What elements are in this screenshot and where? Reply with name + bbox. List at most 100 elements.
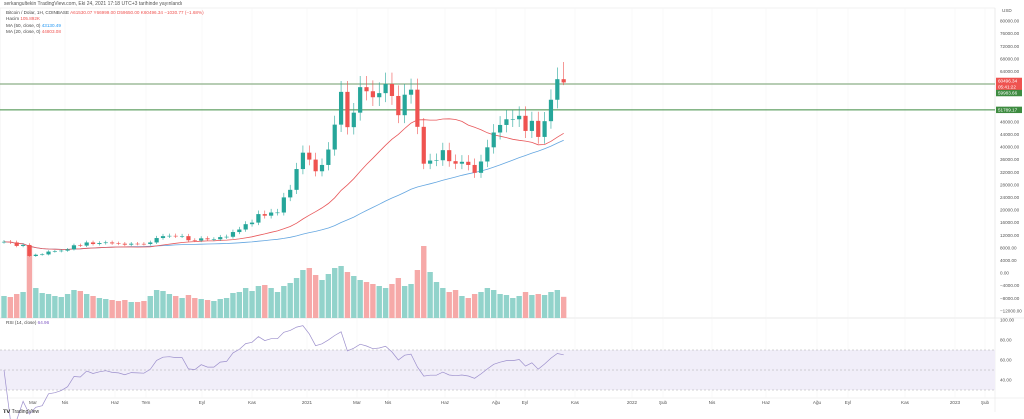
candles	[1, 61, 566, 257]
candle-body	[478, 161, 484, 173]
volume-bar	[414, 270, 421, 318]
volume-bar	[77, 291, 84, 318]
time-tick: Mar	[29, 400, 37, 405]
candle-body	[358, 87, 363, 113]
volume-bar	[427, 272, 433, 318]
volume-bar	[300, 270, 306, 318]
candle-body	[116, 243, 121, 244]
candle-body	[529, 120, 534, 131]
volume-bar	[312, 275, 319, 318]
candle-body	[160, 236, 166, 239]
volume-bar	[236, 292, 243, 318]
candle-body	[561, 79, 566, 83]
candle-body	[396, 95, 401, 116]
candle-body	[313, 159, 318, 172]
time-tick: Tem	[142, 400, 151, 405]
volume-bar	[58, 297, 64, 318]
time-tick: Kas	[901, 400, 910, 405]
volume-bar	[262, 285, 268, 318]
volume-bar	[249, 291, 255, 318]
time-tick: Mar	[353, 400, 361, 405]
candle-body	[167, 235, 172, 237]
candle-body	[205, 238, 210, 240]
volume-bar	[357, 280, 363, 318]
volume-bar	[1, 296, 7, 318]
volume-bar	[363, 282, 370, 318]
volume-bar	[395, 278, 402, 318]
time-axis[interactable]: Mar Nis Haz Tem Eyl Kas 2021 Mar Nis Haz Ağu Eyl Kas…	[29, 400, 989, 405]
volume-bar	[64, 294, 71, 318]
volume-bar	[173, 296, 179, 318]
volume-bar	[452, 290, 459, 318]
lower-level-label-bg	[996, 106, 1022, 114]
time-tick: Ağu	[492, 400, 501, 405]
candle-body	[14, 242, 19, 246]
volume-bar	[421, 246, 427, 318]
volume-bar	[497, 294, 503, 318]
upper-level-label-bg	[996, 89, 1022, 97]
ohlc-values: A61530.07 Y66999.00 D59650.00 K60496.34 …	[70, 10, 204, 15]
volume-bar	[491, 290, 497, 318]
candle-body	[71, 245, 77, 250]
time-tick: Kas	[248, 400, 257, 405]
candle-body	[275, 212, 280, 214]
volume-bar	[274, 292, 281, 318]
rsi-line	[3, 325, 564, 419]
rsi-pane	[0, 325, 995, 419]
volume-bar	[185, 295, 192, 318]
price-tick: 40000.00	[1000, 145, 1020, 150]
volume-bar	[408, 284, 414, 318]
volume-bar	[389, 284, 395, 318]
tradingview-logo[interactable]: 𝗧𝗩 TradingView	[3, 409, 40, 415]
candle-body	[20, 244, 26, 246]
price-axis[interactable]: USD 80000.00 76000.00 72000.00 68000.00 64000…	[996, 8, 1022, 383]
candle-body	[485, 147, 490, 162]
horizontal-levels[interactable]	[0, 83, 995, 111]
price-tick: 0.00	[1000, 271, 1009, 276]
candle-body	[243, 224, 248, 230]
volume-bar	[166, 294, 173, 318]
ma20-value: 44803.08	[41, 29, 61, 35]
candle-body	[491, 132, 496, 148]
candle-body	[90, 242, 96, 245]
volume-bar	[382, 288, 389, 318]
time-tick: Eyl	[522, 400, 528, 405]
volume-bar	[90, 296, 96, 318]
volume-bar	[510, 298, 516, 318]
volume-bar	[268, 288, 274, 318]
volume-bar	[160, 291, 166, 318]
candle-body	[421, 126, 426, 164]
candle-body	[40, 254, 45, 256]
candle-body	[59, 250, 64, 252]
candle-body	[224, 236, 229, 238]
rsi-tick: 40.00	[1000, 378, 1012, 383]
volume-bar	[255, 286, 262, 318]
candle-body	[542, 121, 547, 137]
candle-body	[428, 160, 433, 164]
volume-bar	[115, 301, 122, 318]
candle-body	[294, 169, 299, 190]
candle-body	[135, 243, 140, 245]
volume-bar	[529, 295, 535, 318]
time-tick: Haz	[111, 400, 120, 405]
time-tick: 2021	[302, 400, 313, 405]
candle-body	[453, 161, 458, 164]
candle-body	[97, 243, 102, 245]
upper-level-label: 59983.66	[998, 91, 1018, 96]
candle-body	[154, 238, 159, 243]
volume-bar	[287, 283, 293, 318]
candle-body	[46, 251, 51, 255]
volume-bar	[541, 295, 548, 318]
last-price-label: 60496.34	[998, 79, 1018, 84]
time-tick: Nis	[62, 400, 69, 405]
volume-bar	[7, 297, 14, 318]
time-tick: Haz	[441, 400, 450, 405]
volume-bar	[204, 300, 211, 318]
volume-bar	[103, 299, 109, 318]
candle-body	[65, 249, 70, 251]
price-tick: 80000.00	[1000, 19, 1020, 24]
moving-averages	[3, 118, 564, 250]
price-tick: −8000.00	[1000, 296, 1020, 301]
candle-body	[8, 241, 13, 243]
